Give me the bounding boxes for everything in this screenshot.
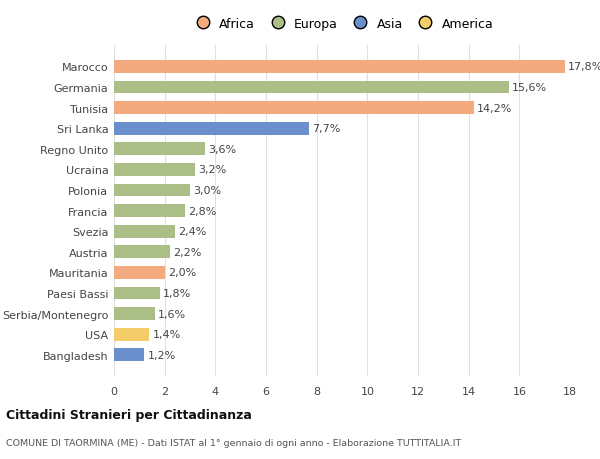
Bar (114, 81, 509, 94)
Text: 2,8%: 2,8% (188, 206, 217, 216)
Text: 15,6%: 15,6% (512, 83, 547, 93)
Text: 3,6%: 3,6% (208, 145, 236, 155)
Bar (114, 225, 175, 238)
Text: COMUNE DI TAORMINA (ME) - Dati ISTAT al 1° gennaio di ogni anno - Elaborazione T: COMUNE DI TAORMINA (ME) - Dati ISTAT al … (6, 438, 461, 447)
Text: 2,4%: 2,4% (178, 227, 206, 237)
Text: 1,4%: 1,4% (152, 330, 181, 339)
Text: 2,0%: 2,0% (168, 268, 196, 278)
Legend: Africa, Europa, Asia, America: Africa, Europa, Asia, America (185, 12, 499, 35)
Text: 7,7%: 7,7% (312, 124, 340, 134)
Text: 17,8%: 17,8% (568, 62, 600, 72)
Bar (114, 102, 474, 115)
Bar (114, 205, 185, 218)
Bar (114, 266, 164, 279)
Text: Cittadini Stranieri per Cittadinanza: Cittadini Stranieri per Cittadinanza (6, 408, 252, 421)
Text: 2,2%: 2,2% (173, 247, 201, 257)
Bar (114, 246, 170, 258)
Text: 3,0%: 3,0% (193, 185, 221, 196)
Bar (114, 308, 155, 320)
Text: 1,8%: 1,8% (163, 288, 191, 298)
Bar (114, 123, 309, 135)
Bar (114, 287, 160, 300)
Bar (114, 328, 149, 341)
Bar (114, 164, 195, 176)
Text: 1,2%: 1,2% (148, 350, 176, 360)
Text: 14,2%: 14,2% (477, 103, 512, 113)
Bar (114, 143, 205, 156)
Bar (114, 184, 190, 197)
Text: 3,2%: 3,2% (198, 165, 226, 175)
Text: 1,6%: 1,6% (158, 309, 185, 319)
Bar (114, 61, 565, 73)
Bar (114, 349, 145, 361)
